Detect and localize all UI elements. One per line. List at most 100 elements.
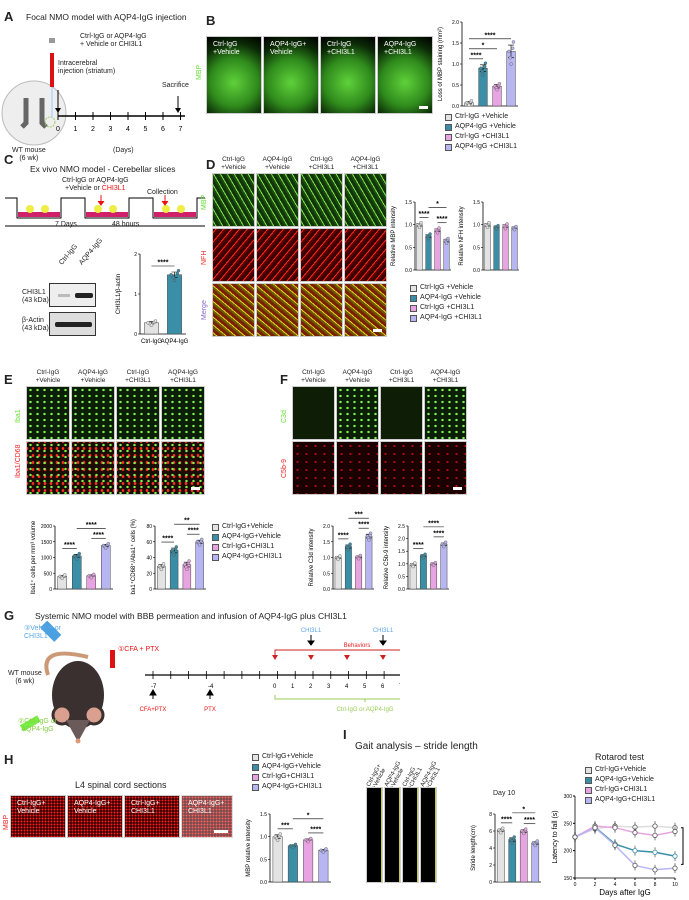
row-label: MBP (201, 194, 208, 210)
bar (318, 850, 329, 883)
behavior-arrow (344, 655, 350, 660)
legend-swatch (212, 533, 219, 541)
micrograph-iba1-2 (116, 386, 160, 440)
y-tick-label: 1000 (41, 556, 52, 562)
data-point (632, 830, 638, 836)
data-point (411, 564, 415, 569)
column-header: AQP4-IgG +CHI3L1 (168, 369, 198, 384)
significance-label: **** (338, 532, 349, 539)
mouse-illustration (20, 620, 115, 744)
bar (425, 235, 432, 271)
y-tick-label: 0.0 (260, 880, 267, 886)
behavior-arrow (272, 655, 278, 660)
data-point (514, 224, 518, 229)
legend-label: AQP4-IgG +Vehicle (455, 123, 516, 130)
significance-label: **** (471, 52, 482, 59)
legend-item: Ctrl-IgG+CHI3L1 (212, 542, 282, 552)
data-point (446, 236, 450, 241)
bar (365, 535, 373, 590)
y-tick-label: 8 (489, 812, 492, 818)
data-point (437, 226, 441, 230)
significance-label: **** (524, 817, 535, 824)
y-tick-label: 1.0 (398, 562, 405, 568)
bar (272, 836, 283, 883)
micrograph-c5b9-0 (292, 441, 335, 495)
legend-swatch (585, 796, 592, 804)
column-header: AQP4-IgG +Vehicle (342, 369, 373, 384)
timeline-tick-label: 4 (126, 126, 130, 133)
column-header: AQP4-IgG +CHI3L1 (350, 156, 381, 171)
data-point (505, 222, 509, 226)
data-point (89, 575, 93, 580)
bar (511, 227, 518, 271)
behavior-arrow (308, 655, 314, 660)
timeline-tick-label: 6 (161, 126, 165, 133)
step3-label: ③Vehicle or CHI3L1 (24, 625, 62, 640)
y-axis-label: Iba1⁺CD68⁺/Aba1⁺ cells (%) (130, 519, 137, 595)
y-tick-label: 500 (44, 571, 53, 577)
data-point (444, 241, 449, 245)
paw-print-aqp4-chi3l1 (420, 787, 437, 883)
y-tick-label: 2.0 (452, 20, 459, 26)
data-point (522, 831, 526, 836)
micrograph-mbp-1 (256, 173, 299, 227)
y-tick-label: 1.5 (260, 812, 267, 818)
significance-label: * (482, 42, 485, 49)
legend-swatch (445, 133, 452, 141)
paw-print-aqp4-vehicle (384, 787, 401, 883)
data-point (75, 557, 79, 561)
data-point (652, 849, 658, 855)
legend-swatch (410, 294, 417, 302)
legend-item: AQP4-IgG +Vehicle (410, 293, 482, 303)
step1-label: ①CFA + PTX (118, 646, 160, 653)
legend-item: AQP4-IgG+CHI3L1 (585, 795, 655, 805)
significance-label: **** (428, 520, 439, 527)
data-point (346, 547, 351, 552)
micrograph-c5b9-3 (424, 441, 467, 495)
data-point (535, 839, 539, 843)
spinal-image-ctrl-chi3l1: Ctrl-IgG+ CHI3L1 (124, 795, 180, 838)
chi3l1-arrow (307, 635, 315, 646)
legend-swatch (585, 766, 592, 774)
timeline-tick-label: 4 (345, 684, 349, 690)
y-axis-label: CHI3L1/β-actin (116, 274, 122, 314)
data-point (467, 103, 471, 107)
data-point (612, 825, 618, 831)
lane-ctrl-igg: Ctrl-IgG (58, 243, 80, 267)
chart-e-iba1: 0 500 1000 1500 2000 Iba1⁺ cells per mm³ volu… (30, 520, 113, 594)
legend-item: AQP4-IgG+Vehicle (252, 762, 322, 772)
panel-label-f: F (280, 372, 288, 387)
chart-i-rotarod: 150 200 250 300 0 2 4 6 8 10 Days after IgG Latency… (552, 794, 689, 897)
data-point (495, 87, 499, 92)
legend-item: Ctrl-IgG +CHI3L1 (410, 303, 482, 313)
column-header: AQP4-IgG +Vehicle (262, 156, 293, 171)
data-point (426, 237, 431, 241)
y-axis-label: MBP relative intensity (246, 819, 252, 877)
series-line-2 (574, 825, 676, 838)
data-point (172, 278, 177, 283)
y-tick-label: 1.0 (473, 223, 480, 229)
x-tick-label: 10 (672, 882, 678, 888)
data-point (511, 46, 515, 50)
significance-label: **** (485, 32, 496, 39)
legend-label: AQP4-IgG +CHI3L1 (455, 143, 518, 150)
y-tick-label: 60 (146, 540, 152, 546)
micrograph-c5b9-1 (336, 441, 379, 495)
period-48hours: 48 hours (112, 221, 140, 228)
data-point (485, 225, 490, 230)
period-7days: 7 Days (55, 221, 77, 228)
x-tick-label: 0 (574, 882, 577, 888)
data-point (672, 828, 678, 835)
legend-rotarod: Ctrl-IgG+Vehicle AQP4-IgG+Vehicle Ctrl-IgG… (585, 765, 655, 805)
x-tick-label: 6 (634, 882, 637, 888)
chart-f-c3d: 0.0 0.5 1.0 1.5 2.0 Relative C3d intensity ***… (309, 512, 374, 593)
legend-label: Ctrl-IgG+Vehicle (222, 523, 274, 530)
spinal-image-aqp4-chi3l1: AQP4-IgG+ CHI3L1 (181, 795, 233, 838)
significance-label: **** (433, 530, 444, 537)
timeline-tick-label: 6 (381, 684, 385, 690)
data-point (497, 82, 502, 86)
syringe-igg-icon (20, 715, 41, 732)
y-tick-label: 0.5 (405, 245, 412, 251)
row-label: C3d (281, 410, 288, 423)
syringe-icon (49, 38, 55, 43)
